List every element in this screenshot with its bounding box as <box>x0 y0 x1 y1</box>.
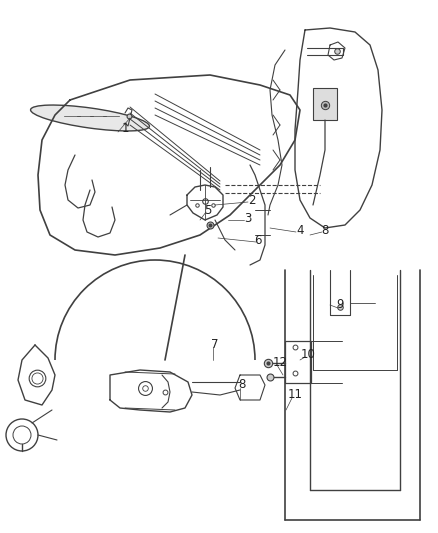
Text: 1: 1 <box>121 122 129 134</box>
Text: 3: 3 <box>244 212 252 224</box>
Text: 5: 5 <box>204 204 212 216</box>
Text: 12: 12 <box>272 357 287 369</box>
Text: 11: 11 <box>287 389 303 401</box>
Ellipse shape <box>31 105 149 131</box>
Text: 9: 9 <box>336 298 344 311</box>
Text: 7: 7 <box>211 338 219 351</box>
Bar <box>313 88 337 120</box>
Text: 10: 10 <box>300 349 315 361</box>
Text: 6: 6 <box>254 233 262 246</box>
Text: 2: 2 <box>248 193 256 206</box>
Text: 4: 4 <box>296 223 304 237</box>
Text: 8: 8 <box>238 378 246 392</box>
Text: 8: 8 <box>321 223 328 237</box>
Bar <box>285 341 311 383</box>
